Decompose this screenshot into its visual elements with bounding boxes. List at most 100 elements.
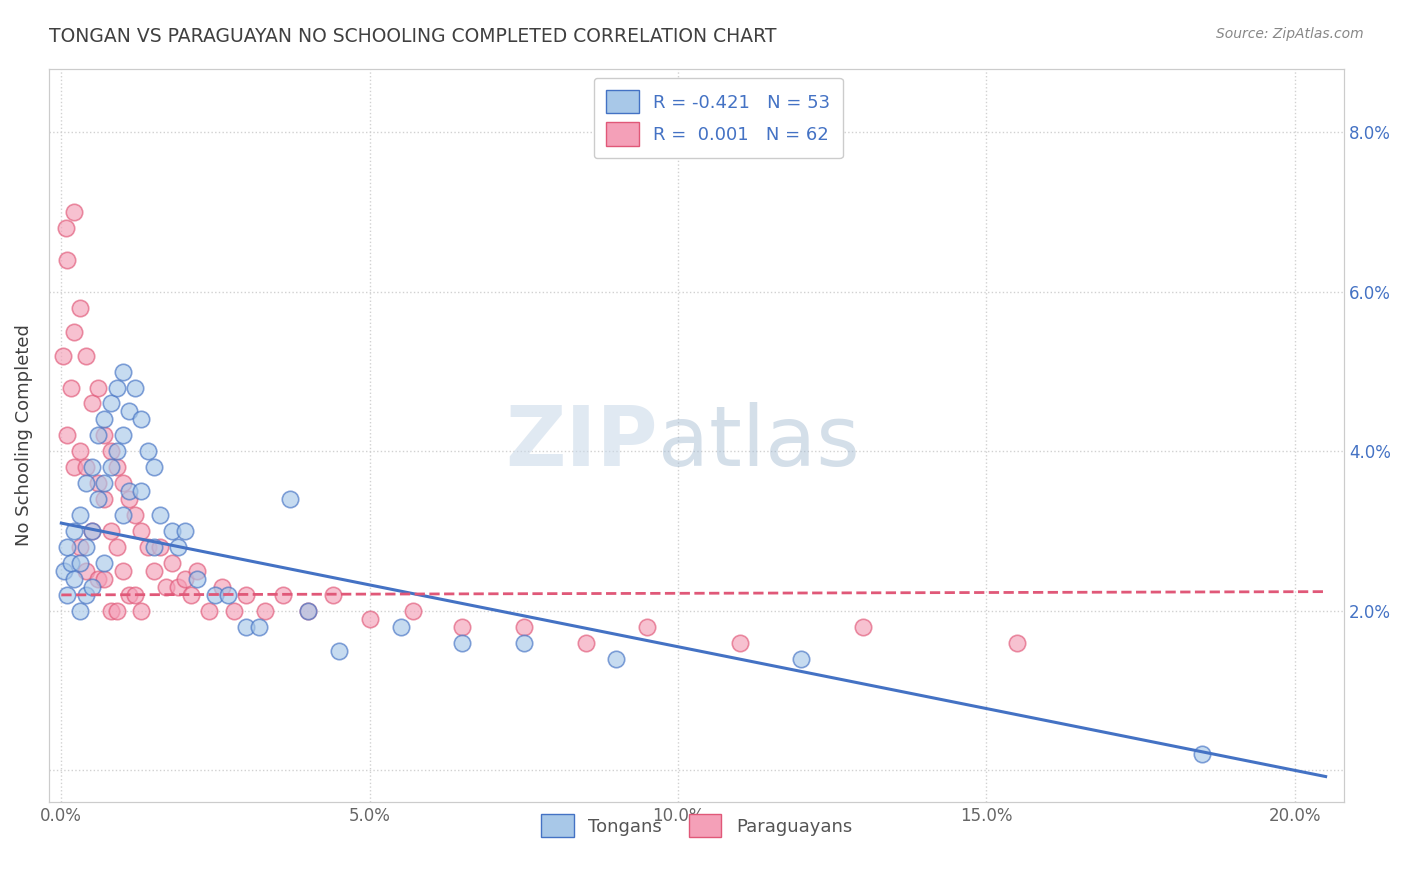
Point: [75, 564, 97, 578]
Point: [253, 604, 276, 618]
Point: [131, 484, 153, 499]
Point: [186, 564, 208, 578]
Point: [62, 524, 84, 538]
Point: [56, 428, 79, 442]
Point: [162, 524, 184, 538]
Point: [513, 620, 536, 634]
Point: [111, 564, 134, 578]
Point: [118, 404, 141, 418]
Point: [124, 508, 146, 523]
Point: [204, 588, 226, 602]
Point: [852, 620, 875, 634]
Point: [62, 325, 84, 339]
Point: [75, 540, 97, 554]
Point: [111, 428, 134, 442]
Point: [167, 580, 190, 594]
Text: ZIP: ZIP: [505, 402, 658, 483]
Point: [69, 540, 91, 554]
Point: [180, 588, 202, 602]
Point: [82, 460, 104, 475]
Point: [111, 508, 134, 523]
Point: [105, 380, 128, 394]
Point: [93, 476, 115, 491]
Point: [55, 221, 77, 235]
Point: [728, 636, 751, 650]
Text: atlas: atlas: [658, 402, 859, 483]
Point: [149, 540, 172, 554]
Point: [605, 651, 627, 665]
Point: [82, 524, 104, 538]
Point: [136, 444, 159, 458]
Point: [322, 588, 344, 602]
Point: [451, 636, 474, 650]
Point: [100, 396, 122, 410]
Point: [155, 580, 177, 594]
Point: [100, 444, 122, 458]
Point: [105, 540, 128, 554]
Point: [69, 444, 91, 458]
Point: [328, 644, 350, 658]
Point: [235, 588, 257, 602]
Point: [105, 604, 128, 618]
Point: [56, 540, 79, 554]
Point: [222, 604, 245, 618]
Point: [62, 460, 84, 475]
Point: [297, 604, 319, 618]
Point: [142, 460, 165, 475]
Point: [167, 540, 190, 554]
Point: [297, 604, 319, 618]
Point: [451, 620, 474, 634]
Point: [56, 588, 79, 602]
Point: [69, 556, 91, 570]
Point: [87, 476, 110, 491]
Point: [52, 349, 75, 363]
Point: [93, 428, 115, 442]
Point: [56, 252, 79, 267]
Point: [118, 492, 141, 507]
Point: [87, 380, 110, 394]
Point: [636, 620, 658, 634]
Point: [75, 460, 97, 475]
Point: [149, 508, 172, 523]
Point: [87, 492, 110, 507]
Point: [211, 580, 233, 594]
Point: [69, 604, 91, 618]
Point: [1191, 747, 1213, 762]
Point: [111, 365, 134, 379]
Point: [87, 572, 110, 586]
Point: [131, 524, 153, 538]
Point: [75, 349, 97, 363]
Point: [402, 604, 425, 618]
Point: [142, 540, 165, 554]
Point: [59, 380, 82, 394]
Point: [75, 476, 97, 491]
Point: [118, 484, 141, 499]
Point: [273, 588, 295, 602]
Point: [62, 572, 84, 586]
Point: [513, 636, 536, 650]
Point: [59, 556, 82, 570]
Point: [105, 444, 128, 458]
Point: [131, 604, 153, 618]
Point: [173, 572, 195, 586]
Point: [93, 412, 115, 426]
Point: [93, 556, 115, 570]
Point: [100, 604, 122, 618]
Point: [790, 651, 813, 665]
Point: [75, 588, 97, 602]
Point: [142, 564, 165, 578]
Point: [278, 492, 301, 507]
Point: [359, 612, 381, 626]
Point: [136, 540, 159, 554]
Point: [87, 428, 110, 442]
Point: [53, 564, 76, 578]
Point: [217, 588, 239, 602]
Point: [173, 524, 195, 538]
Legend: Tongans, Paraguayans: Tongans, Paraguayans: [534, 807, 859, 845]
Point: [389, 620, 412, 634]
Text: TONGAN VS PARAGUAYAN NO SCHOOLING COMPLETED CORRELATION CHART: TONGAN VS PARAGUAYAN NO SCHOOLING COMPLE…: [49, 27, 776, 45]
Point: [82, 580, 104, 594]
Point: [111, 476, 134, 491]
Point: [62, 205, 84, 219]
Point: [162, 556, 184, 570]
